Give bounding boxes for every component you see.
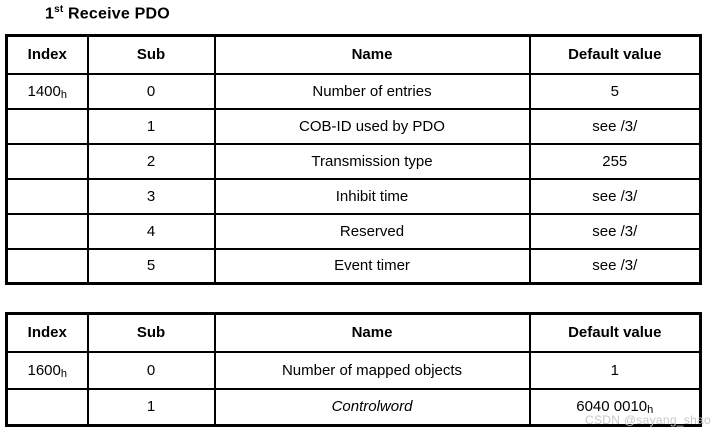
cell-index bbox=[5, 107, 89, 145]
table-row: 2 Transmission type 255 bbox=[5, 142, 702, 180]
cell-index bbox=[5, 142, 89, 180]
default-value: see /3/ bbox=[592, 257, 638, 275]
column-header-index: Index bbox=[5, 34, 89, 75]
table-header-row: Index Sub Name Default value bbox=[5, 312, 702, 353]
title-text: Receive PDO bbox=[63, 5, 170, 23]
title-number: 1 bbox=[45, 5, 55, 23]
cell-sub: 1 bbox=[86, 387, 216, 427]
cell-default-value: see /3/ bbox=[528, 107, 702, 145]
cell-index bbox=[5, 177, 89, 215]
cell-sub: 4 bbox=[86, 212, 216, 250]
hex-subscript: h bbox=[60, 367, 67, 380]
cell-name: Inhibit time bbox=[213, 177, 531, 215]
cell-default-value: 255 bbox=[528, 142, 702, 180]
cell-default-value: see /3/ bbox=[528, 212, 702, 250]
table-row: 1 COB-ID used by PDO see /3/ bbox=[5, 107, 702, 145]
column-header-sub: Sub bbox=[86, 34, 216, 75]
cell-index: 1400h bbox=[5, 72, 89, 110]
cell-index bbox=[5, 212, 89, 250]
cell-default-value: 5 bbox=[528, 72, 702, 110]
table-row: 1600h 0 Number of mapped objects 1 bbox=[5, 350, 702, 390]
cell-name: COB-ID used by PDO bbox=[213, 107, 531, 145]
receive-pdo-mapping-table: Index Sub Name Default value 1600h 0 Num… bbox=[5, 312, 702, 427]
default-value: 1 bbox=[610, 361, 619, 379]
default-value: see /3/ bbox=[592, 187, 638, 205]
index-value: 1400 bbox=[27, 82, 61, 100]
hex-subscript: h bbox=[647, 404, 654, 417]
cell-name: Reserved bbox=[213, 212, 531, 250]
default-value: 255 bbox=[602, 152, 628, 170]
csdn-watermark: CSDN @sayang_shao bbox=[584, 413, 711, 427]
cell-sub: 5 bbox=[86, 247, 216, 285]
default-value: 6040 0010 bbox=[576, 398, 648, 416]
table-row: 4 Reserved see /3/ bbox=[5, 212, 702, 250]
column-header-index: Index bbox=[5, 312, 89, 353]
cell-index: 1600h bbox=[5, 350, 89, 390]
column-header-sub: Sub bbox=[86, 312, 216, 353]
cell-sub: 2 bbox=[86, 142, 216, 180]
cell-index bbox=[5, 387, 89, 427]
cell-sub: 0 bbox=[86, 350, 216, 390]
cell-name: Event timer bbox=[213, 247, 531, 285]
cell-name: Number of mapped objects bbox=[213, 350, 531, 390]
cell-name: Controlword bbox=[213, 387, 531, 427]
default-value: 5 bbox=[610, 82, 619, 100]
cell-default-value: see /3/ bbox=[528, 177, 702, 215]
default-value: see /3/ bbox=[592, 222, 638, 240]
cell-default-value: see /3/ bbox=[528, 247, 702, 285]
title-ordinal-suffix: st bbox=[54, 4, 64, 15]
column-header-name: Name bbox=[213, 312, 531, 353]
cell-default-value: 1 bbox=[528, 350, 702, 390]
cell-default-value: 6040 0010h bbox=[528, 387, 702, 427]
table-row: 5 Event timer see /3/ bbox=[5, 247, 702, 285]
page-title: 1st Receive PDO bbox=[45, 4, 170, 23]
table-row: 3 Inhibit time see /3/ bbox=[5, 177, 702, 215]
cell-name: Transmission type bbox=[213, 142, 531, 180]
cell-sub: 0 bbox=[86, 72, 216, 110]
cell-name: Number of entries bbox=[213, 72, 531, 110]
cell-sub: 3 bbox=[86, 177, 216, 215]
table-row: 1400h 0 Number of entries 5 bbox=[5, 72, 702, 110]
column-header-default-value: Default value bbox=[528, 34, 702, 75]
column-header-name: Name bbox=[213, 34, 531, 75]
column-header-default-value: Default value bbox=[528, 312, 702, 353]
table-row: 1 Controlword 6040 0010h bbox=[5, 387, 702, 427]
cell-index bbox=[5, 247, 89, 285]
hex-subscript: h bbox=[60, 88, 67, 101]
cell-sub: 1 bbox=[86, 107, 216, 145]
index-value: 1600 bbox=[27, 361, 61, 379]
default-value: see /3/ bbox=[592, 117, 638, 135]
receive-pdo-parameter-table: Index Sub Name Default value 1400h 0 Num… bbox=[5, 34, 702, 285]
table-header-row: Index Sub Name Default value bbox=[5, 34, 702, 75]
